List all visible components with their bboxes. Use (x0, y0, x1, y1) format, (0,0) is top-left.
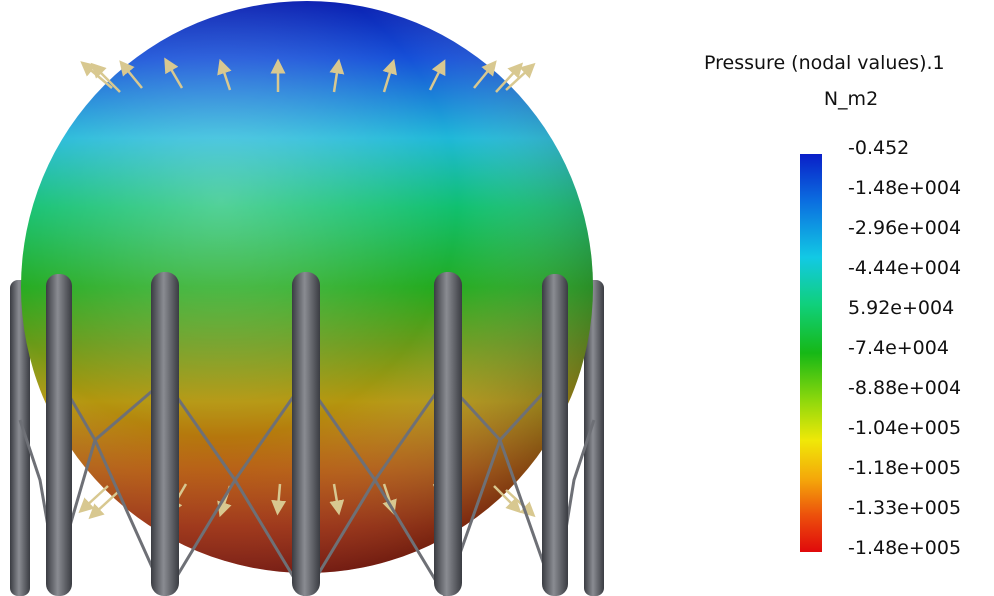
legend-value: 5.92e+004 (848, 297, 955, 319)
back-support-legs (10, 280, 604, 596)
legend-value: -1.48e+004 (848, 177, 962, 199)
legend-value: -0.452 (848, 137, 910, 159)
legend-value: -1.04e+005 (848, 417, 962, 439)
front-support-legs (46, 272, 568, 596)
pressure-legend: Pressure (nodal values).1 N_m2 -0.452 -1… (690, 50, 994, 596)
legend-value: -1.33e+005 (848, 497, 962, 519)
legend-value: -1.18e+005 (848, 457, 962, 479)
legend-title: Pressure (nodal values).1 (704, 52, 945, 74)
legend-value: -1.48e+005 (848, 537, 962, 559)
color-scale-bar (800, 154, 822, 552)
legend-unit: N_m2 (823, 88, 879, 110)
legend-value: -7.4e+004 (848, 337, 949, 359)
legend-value: -4.44e+004 (848, 257, 962, 279)
legend-value: -2.96e+004 (848, 217, 962, 239)
legend-value: -8.88e+004 (848, 377, 962, 399)
load-arrows-top (80, 57, 536, 93)
